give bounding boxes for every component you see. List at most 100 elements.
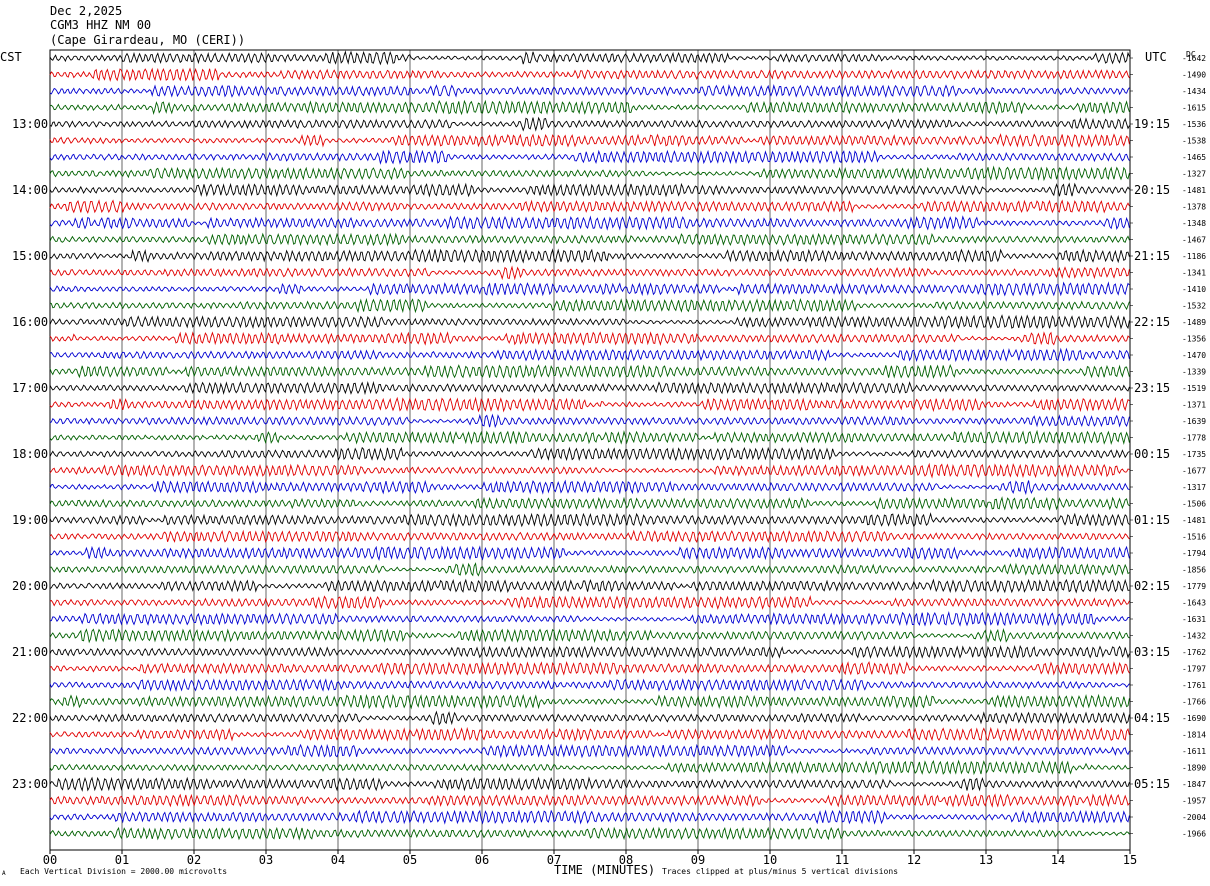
trace-line bbox=[49, 133, 1130, 148]
trace-line bbox=[49, 462, 1130, 479]
dc-offset-label: -1643 bbox=[1182, 599, 1206, 608]
trace-line bbox=[49, 232, 1130, 247]
trace-line bbox=[49, 281, 1130, 297]
dc-offset-label: -1481 bbox=[1182, 516, 1206, 525]
x-tick-label: 04 bbox=[331, 853, 345, 867]
left-hour-label: 16:00 bbox=[12, 315, 48, 329]
plot-mark: A bbox=[2, 870, 6, 877]
dc-offset-label: -1536 bbox=[1182, 120, 1206, 129]
trace-line bbox=[49, 50, 1130, 66]
dc-offset-label: -1847 bbox=[1182, 780, 1206, 789]
header-station: CGM3 HHZ NM 00 bbox=[50, 18, 152, 32]
dc-offset-label: -1341 bbox=[1182, 269, 1206, 278]
dc-offset-label: -1814 bbox=[1182, 731, 1206, 740]
x-tick-label: 08 bbox=[619, 853, 633, 867]
trace-line bbox=[49, 83, 1130, 98]
trace-line bbox=[49, 529, 1130, 544]
dc-offset-label: -1735 bbox=[1182, 450, 1206, 459]
left-hour-label: 17:00 bbox=[12, 381, 48, 395]
right-hour-label: 23:15 bbox=[1134, 381, 1170, 395]
trace-line bbox=[49, 792, 1130, 808]
trace-line bbox=[49, 314, 1130, 330]
trace-line bbox=[49, 99, 1130, 116]
dc-offset-label: -1677 bbox=[1182, 467, 1206, 476]
x-tick-label: 11 bbox=[835, 853, 849, 867]
left-hour-label: 22:00 bbox=[12, 711, 48, 725]
right-hour-label: 19:15 bbox=[1134, 117, 1170, 131]
right-hour-label: 01:15 bbox=[1134, 513, 1170, 527]
x-tick-label: 01 bbox=[115, 853, 129, 867]
header-date: Dec 2,2025 bbox=[50, 4, 123, 18]
x-tick-label: 00 bbox=[43, 853, 57, 867]
dc-offset-label: -1890 bbox=[1182, 764, 1206, 773]
trace-line bbox=[49, 67, 1130, 82]
header-location: (Cape Girardeau, MO (CERI)) bbox=[50, 33, 246, 47]
x-tick-label: 06 bbox=[475, 853, 489, 867]
dc-offset-label: -1538 bbox=[1182, 137, 1206, 146]
dc-offset-label: -1761 bbox=[1182, 681, 1206, 690]
trace-line bbox=[49, 759, 1130, 776]
trace-line bbox=[49, 610, 1130, 627]
dc-offset-label: -1378 bbox=[1182, 203, 1206, 212]
left-hour-label: 20:00 bbox=[12, 579, 48, 593]
dc-offset-label: -1766 bbox=[1182, 698, 1206, 707]
dc-offset-label: -1642 bbox=[1182, 54, 1206, 63]
right-hour-label: 20:15 bbox=[1134, 183, 1170, 197]
trace-line bbox=[49, 496, 1130, 511]
dc-offset-label: -1506 bbox=[1182, 500, 1206, 509]
dc-offset-label: -1519 bbox=[1182, 384, 1206, 393]
trace-line bbox=[49, 165, 1130, 182]
dc-offset-label: -1957 bbox=[1182, 797, 1206, 806]
dc-offset-label: -1797 bbox=[1182, 665, 1206, 674]
trace-line bbox=[49, 248, 1130, 264]
dc-offset-label: -1186 bbox=[1182, 252, 1206, 261]
trace-line bbox=[49, 182, 1130, 198]
dc-offset-label: -1432 bbox=[1182, 632, 1206, 641]
dc-offset-label: -1762 bbox=[1182, 648, 1206, 657]
dc-offset-label: -1532 bbox=[1182, 302, 1206, 311]
trace-line bbox=[49, 380, 1130, 396]
right-hour-label: 00:15 bbox=[1134, 447, 1170, 461]
left-hour-label: 18:00 bbox=[12, 447, 48, 461]
x-tick-label: 02 bbox=[187, 853, 201, 867]
x-tick-label: 12 bbox=[907, 853, 921, 867]
right-hour-label: 02:15 bbox=[1134, 579, 1170, 593]
dc-offset-label: -1631 bbox=[1182, 615, 1206, 624]
seismic-traces bbox=[49, 50, 1130, 841]
left-hour-label: 19:00 bbox=[12, 513, 48, 527]
left-hour-label: 23:00 bbox=[12, 777, 48, 791]
dc-offset-label: -1778 bbox=[1182, 434, 1206, 443]
trace-line bbox=[49, 660, 1130, 676]
trace-line bbox=[49, 446, 1130, 462]
trace-line bbox=[49, 347, 1130, 363]
trace-line bbox=[49, 364, 1130, 379]
trace-line bbox=[49, 678, 1130, 693]
dc-offset-label: -1356 bbox=[1182, 335, 1206, 344]
x-tick-label: 13 bbox=[979, 853, 993, 867]
dc-offset-label: -1615 bbox=[1182, 104, 1206, 113]
left-hour-label: 13:00 bbox=[12, 117, 48, 131]
right-hour-label: 05:15 bbox=[1134, 777, 1170, 791]
trace-line bbox=[49, 710, 1130, 726]
right-hour-label: 04:15 bbox=[1134, 711, 1170, 725]
x-tick-label: 09 bbox=[691, 853, 705, 867]
dc-offset-label: -1467 bbox=[1182, 236, 1206, 245]
x-tick-label: 15 bbox=[1123, 853, 1137, 867]
dc-offset-label: -1317 bbox=[1182, 483, 1206, 492]
trace-line bbox=[49, 512, 1130, 528]
clip-note: Traces clipped at plus/minus 5 vertical … bbox=[662, 867, 899, 876]
scale-note: Each Vertical Division = 2000.00 microvo… bbox=[20, 867, 228, 876]
trace-line bbox=[49, 396, 1130, 413]
vertical-gridlines bbox=[49, 49, 1133, 854]
trace-line bbox=[49, 149, 1130, 165]
trace-line bbox=[49, 116, 1130, 132]
x-tick-label: 05 bbox=[403, 853, 417, 867]
dc-offset-label: -1779 bbox=[1182, 582, 1206, 591]
right-hour-label: 21:15 bbox=[1134, 249, 1170, 263]
axis-labels: 00 01 02 03 04 05 06 07 08 09 10 11 12 13 14 15 -1642 -14… bbox=[12, 54, 1206, 867]
dc-offset-label: -1690 bbox=[1182, 714, 1206, 723]
trace-line bbox=[49, 628, 1130, 644]
trace-line bbox=[49, 413, 1130, 429]
left-hour-label: 14:00 bbox=[12, 183, 48, 197]
